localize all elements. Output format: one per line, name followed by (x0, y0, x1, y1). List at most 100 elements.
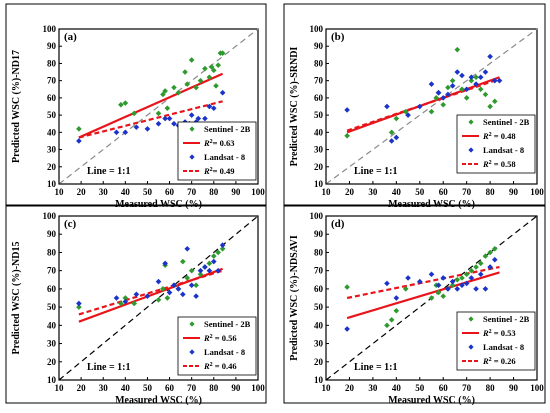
landsat-point (454, 69, 461, 75)
sentinel-point (449, 282, 456, 289)
y-tick-label: 40 (314, 320, 324, 330)
sentinel-point (487, 103, 493, 110)
chart-panel: 10 20 30 40 50 60 70 80 90 100 10 20 30 40 50 60 70 80 90 1… (283, 205, 546, 406)
y-tick-label: 50 (47, 110, 57, 120)
legend-landsat-marker (468, 147, 474, 153)
plot-area (325, 28, 538, 185)
sentinel-point (160, 91, 166, 98)
y-tick-label: 90 (314, 41, 324, 51)
landsat-point (477, 271, 484, 278)
y-tick-label: 70 (314, 266, 324, 276)
y-tick-label: 40 (314, 127, 324, 137)
r2-superscript: 2 (489, 132, 492, 138)
landsat-point (468, 275, 475, 281)
sentinel-fit-line (78, 72, 224, 139)
sentinel-point (155, 110, 162, 117)
sentinel-point (179, 258, 186, 265)
y-tick-label: 70 (47, 266, 57, 276)
sentinel-point (449, 77, 456, 84)
x-tick-label: 50 (415, 383, 425, 393)
x-tick-label: 10 (55, 383, 65, 393)
sentinel-point (433, 95, 440, 101)
x-tick-label: 80 (486, 187, 496, 197)
landsat-point (122, 298, 129, 305)
landsat-point (393, 295, 400, 301)
y-tick-label: 80 (314, 247, 324, 257)
x-tick-label: 80 (209, 187, 219, 197)
landsat-point (405, 275, 411, 281)
sentinel-point (202, 65, 208, 72)
landsat-point (482, 69, 489, 75)
r2-value: = 0.53 (492, 328, 516, 338)
landsat-point (155, 278, 162, 285)
sentinel-point (463, 95, 470, 101)
sentinel-point (384, 322, 390, 329)
landsat-point (215, 267, 222, 274)
legend-sentinel-label: Sentinel - 2B (204, 319, 251, 329)
sentinel-point (344, 284, 350, 290)
sentinel-point (193, 84, 199, 91)
x-tick-label: 30 (368, 383, 378, 393)
landsat-point (491, 256, 498, 263)
one-to-one-line (58, 215, 259, 381)
one-to-one-line (325, 28, 538, 185)
legend-sentinel-label: Sentinel - 2B (483, 117, 530, 127)
sentinel-point (344, 132, 350, 139)
plot-area (58, 215, 259, 381)
sentinel-point (491, 98, 498, 105)
landsat-fit-line (346, 77, 500, 132)
plot-area (325, 215, 538, 381)
x-tick-label: 30 (99, 187, 109, 197)
y-tick-label: 60 (314, 93, 324, 103)
landsat-point (155, 120, 162, 127)
r2-superscript: 2 (489, 329, 492, 335)
y-tick-label: 50 (47, 302, 57, 312)
sentinel-point (175, 89, 182, 96)
landsat-point (454, 286, 461, 292)
sentinel-point (160, 286, 166, 292)
landsat-point (463, 86, 470, 93)
landsat-point (473, 81, 479, 87)
landsat-point (202, 264, 208, 270)
sentinel-point (215, 249, 222, 256)
x-tick-label: 70 (187, 187, 197, 197)
landsat-point (496, 77, 503, 84)
y-tick-label: 80 (47, 247, 57, 257)
sentinel-point (454, 276, 461, 283)
y-tick-label: 10 (314, 375, 324, 385)
sentinel-point (184, 275, 191, 281)
landsat-point (491, 77, 498, 84)
x-tick-label: 100 (251, 383, 265, 393)
sentinel-point (388, 129, 395, 136)
y-tick-label: 100 (43, 24, 57, 34)
landsat-point (459, 282, 465, 289)
y-tick-label: 100 (310, 211, 324, 221)
landsat-fit-line (346, 265, 500, 300)
y-tick-label: 90 (314, 229, 324, 239)
y-tick-label: 40 (47, 127, 57, 137)
y-tick-label: 100 (310, 24, 324, 34)
sentinel-point (459, 86, 465, 93)
legend-landsat-label: Landsat - 8 (204, 152, 245, 162)
landsat-point (206, 103, 213, 110)
landsat-point (428, 271, 435, 278)
legend-sentinel-marker (468, 316, 474, 322)
landsat-point (449, 278, 456, 285)
chart-panel: 10 20 30 40 50 60 70 80 90 100 10 20 30 40 50 60 70 80 90 1… (5, 205, 267, 406)
x-tick-label: 10 (322, 187, 332, 197)
y-tick-label: 100 (43, 211, 57, 221)
panel-frame (283, 205, 546, 404)
r2-symbol: R (482, 328, 489, 338)
landsat-point (197, 267, 204, 274)
sentinel-point (440, 293, 447, 300)
sentinel-point (219, 50, 226, 56)
landsat-point (445, 286, 451, 292)
landsat-point (193, 293, 199, 300)
sentinel-point (164, 295, 171, 301)
y-tick-label: 40 (47, 320, 57, 330)
sentinel-fit-line (78, 267, 224, 323)
legend-sentinel-marker (189, 321, 195, 327)
landsat-point (210, 258, 217, 265)
y-axis-label: Predicted WSC (%)-ND17 (11, 50, 22, 163)
landsat-point (445, 91, 451, 98)
